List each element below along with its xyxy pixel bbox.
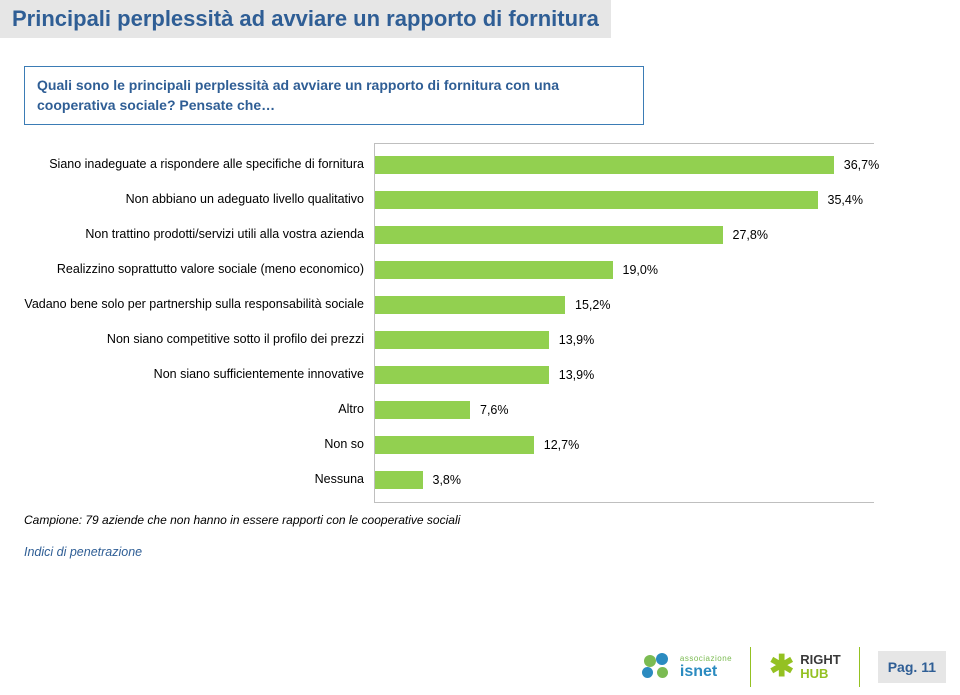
chart-bar-area: 12,7%: [375, 436, 874, 454]
chart-bar-value: 36,7%: [844, 156, 879, 174]
chart-row-label: Non siano competitive sotto il profilo d…: [24, 332, 364, 348]
chart-footnote: Campione: 79 aziende che non hanno in es…: [24, 513, 960, 527]
chart-bar: [375, 401, 470, 419]
chart-row: Non so12,7%: [375, 428, 874, 463]
survey-question-box: Quali sono le principali perplessità ad …: [24, 66, 644, 125]
chart-row: Vadano bene solo per partnership sulla r…: [375, 288, 874, 323]
chart-bar-area: 3,8%: [375, 471, 874, 489]
righthub-logo: ✱ RIGHT HUB: [769, 653, 841, 680]
chart-bar-area: 13,9%: [375, 331, 874, 349]
perplessita-bar-chart: Siano inadeguate a rispondere alle speci…: [24, 143, 904, 503]
chart-bar-value: 15,2%: [575, 296, 610, 314]
chart-bar: [375, 156, 834, 174]
chart-bar-area: 27,8%: [375, 226, 874, 244]
penetration-label: Indici di penetrazione: [24, 545, 960, 559]
asterisk-icon: ✱: [769, 657, 794, 677]
chart-row: Non siano competitive sotto il profilo d…: [375, 323, 874, 358]
survey-question-text: Quali sono le principali perplessità ad …: [37, 75, 631, 116]
chart-bar-area: 15,2%: [375, 296, 874, 314]
chart-bar-area: 13,9%: [375, 366, 874, 384]
chart-bar: [375, 366, 549, 384]
chart-bar-value: 13,9%: [559, 331, 594, 349]
chart-row: Non trattino prodotti/servizi utili alla…: [375, 218, 874, 253]
chart-row: Nessuna3,8%: [375, 463, 874, 498]
chart-bar-area: 35,4%: [375, 191, 874, 209]
chart-bar: [375, 471, 423, 489]
chart-row-label: Non abbiano un adeguato livello qualitat…: [24, 192, 364, 208]
chart-row: Altro7,6%: [375, 393, 874, 428]
chart-row-label: Non siano sufficientemente innovative: [24, 367, 364, 383]
isnet-logo: associazione isnet: [642, 653, 732, 681]
page-title-bar: Principali perplessità ad avviare un rap…: [0, 0, 611, 38]
chart-row-label: Nessuna: [24, 472, 364, 488]
chart-row-label: Altro: [24, 402, 364, 418]
chart-row-label: Vadano bene solo per partnership sulla r…: [24, 297, 364, 313]
chart-bar-area: 36,7%: [375, 156, 874, 174]
chart-bar-value: 3,8%: [433, 471, 462, 489]
chart-bar: [375, 191, 818, 209]
page-title: Principali perplessità ad avviare un rap…: [12, 6, 599, 32]
chart-bar-value: 19,0%: [623, 261, 658, 279]
chart-bar-value: 35,4%: [828, 191, 863, 209]
chart-row-label: Siano inadeguate a rispondere alle speci…: [24, 157, 364, 173]
chart-row-label: Non so: [24, 437, 364, 453]
chart-row: Non siano sufficientemente innovative13,…: [375, 358, 874, 393]
isnet-icon: [642, 653, 674, 681]
chart-row: Non abbiano un adeguato livello qualitat…: [375, 183, 874, 218]
chart-bar-area: 19,0%: [375, 261, 874, 279]
chart-row: Siano inadeguate a rispondere alle speci…: [375, 148, 874, 183]
chart-bar: [375, 436, 534, 454]
footer-divider: [750, 647, 751, 687]
chart-bar-area: 7,6%: [375, 401, 874, 419]
righthub-line2: HUB: [800, 666, 828, 681]
chart-bar-value: 13,9%: [559, 366, 594, 384]
chart-bar-value: 12,7%: [544, 436, 579, 454]
page-number: Pag. 11: [878, 651, 946, 683]
footer-divider-2: [859, 647, 860, 687]
isnet-subtitle: associazione: [680, 654, 732, 663]
chart-bar: [375, 226, 723, 244]
chart-bar: [375, 261, 613, 279]
page-footer: associazione isnet ✱ RIGHT HUB Pag. 11: [642, 647, 946, 687]
chart-row-label: Realizzino soprattutto valore sociale (m…: [24, 262, 364, 278]
chart-bar: [375, 296, 565, 314]
chart-row: Realizzino soprattutto valore sociale (m…: [375, 253, 874, 288]
chart-bar: [375, 331, 549, 349]
chart-bar-value: 7,6%: [480, 401, 509, 419]
chart-row-label: Non trattino prodotti/servizi utili alla…: [24, 227, 364, 243]
chart-bar-value: 27,8%: [733, 226, 768, 244]
isnet-name: isnet: [680, 663, 732, 681]
righthub-text: RIGHT HUB: [800, 653, 840, 680]
